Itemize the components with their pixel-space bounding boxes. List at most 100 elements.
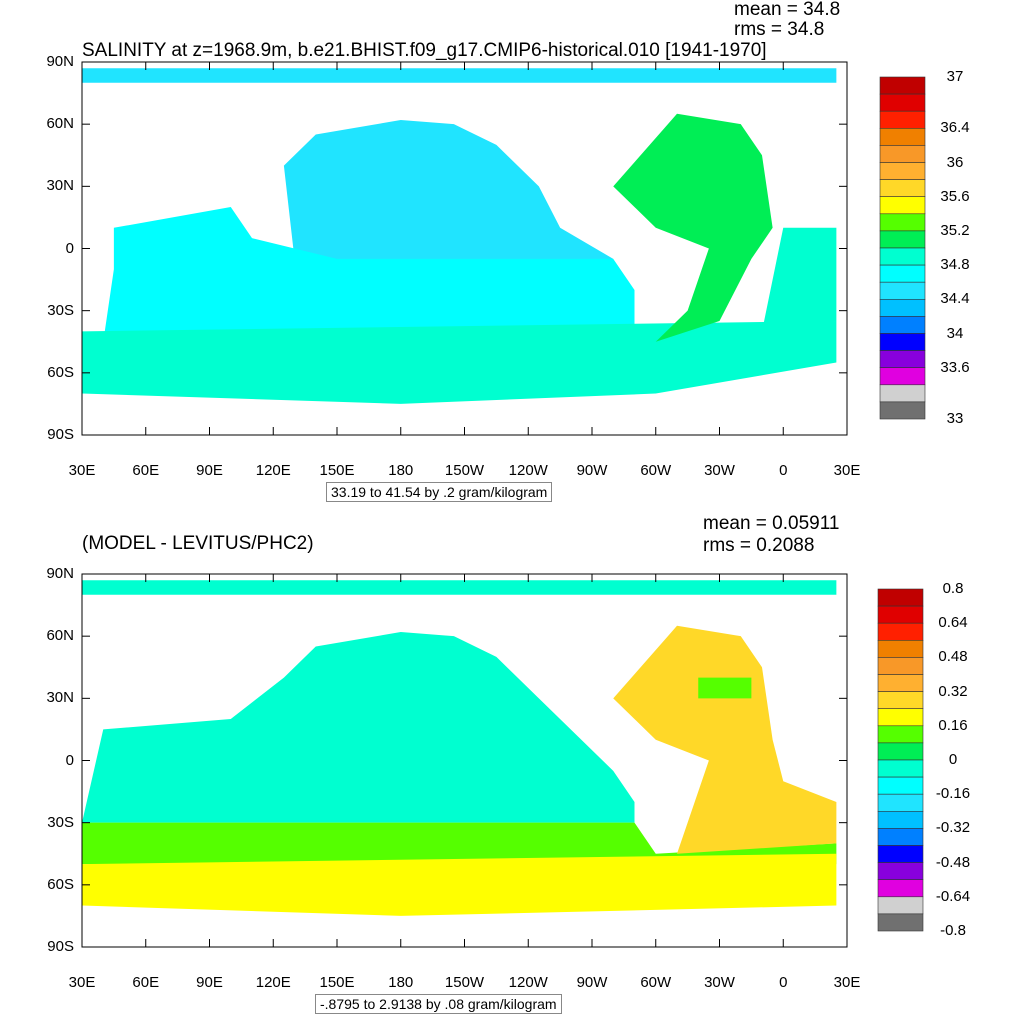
colorbar-label: 0.16 xyxy=(938,716,968,734)
ocean-region xyxy=(762,227,837,332)
ocean-region xyxy=(698,677,752,699)
colorbar-box xyxy=(877,862,924,880)
lon-label: 180 xyxy=(388,462,414,479)
colorbar-box xyxy=(877,691,924,709)
colorbar-label: 0 xyxy=(948,751,958,768)
lat-label: 90S xyxy=(47,938,74,955)
colorbar-box xyxy=(879,230,926,249)
colorbar-box xyxy=(877,759,924,778)
lon-label: 60W xyxy=(640,974,672,991)
lat-label: 90N xyxy=(46,53,74,70)
colorbar-label: 36.4 xyxy=(940,119,970,137)
ocean-region xyxy=(613,113,773,342)
lat-label: 30S xyxy=(47,301,74,319)
lon-label: 150W xyxy=(444,462,485,479)
lat-label: 60S xyxy=(47,875,74,893)
lat-label: 90S xyxy=(47,426,74,443)
colorbar-box xyxy=(877,622,924,641)
colorbar-box xyxy=(879,316,926,334)
lon-label: 60E xyxy=(132,462,160,479)
colorbar-label: -0.32 xyxy=(935,819,971,837)
colorbar-label: 33 xyxy=(946,410,964,427)
colorbar-box xyxy=(877,845,924,863)
colorbar-label: 35.6 xyxy=(940,187,970,205)
mean-value: mean = 34.8 xyxy=(734,0,841,20)
lat-label: 60N xyxy=(46,115,74,133)
lat-label: 90N xyxy=(46,565,74,582)
colorbar-label: -0.8 xyxy=(940,922,966,939)
colorbar-box xyxy=(879,76,926,95)
lat-label: 0 xyxy=(65,751,74,769)
colorbar-box xyxy=(877,793,924,812)
colorbar-box xyxy=(879,401,926,420)
colorbar-box xyxy=(877,742,924,761)
lon-label: 60W xyxy=(640,462,672,479)
colorbar-label: 34.8 xyxy=(940,256,970,274)
colorbar-box xyxy=(877,639,924,658)
lon-label: 0 xyxy=(779,462,788,479)
lat-label: 30N xyxy=(46,177,74,195)
lon-label: 120E xyxy=(255,462,291,479)
lon-label: 30E xyxy=(833,974,861,991)
colorbar-label: 34.4 xyxy=(940,290,970,308)
colorbar-label: 35.2 xyxy=(940,221,970,239)
lon-label: 30W xyxy=(704,974,735,991)
colorbar-box xyxy=(879,162,926,180)
lon-label: 90W xyxy=(576,462,608,479)
colorbar-label: 34 xyxy=(946,324,964,342)
colorbar-box xyxy=(877,605,924,624)
colorbar-box xyxy=(879,298,926,317)
colorbar-label: 0.64 xyxy=(938,614,968,632)
ocean-region xyxy=(82,68,837,83)
colorbar-box xyxy=(879,128,926,146)
lat-label: 0 xyxy=(65,239,74,257)
lon-label: 30E xyxy=(833,462,861,479)
plot-title: (MODEL - LEVITUS/PHC2) xyxy=(82,533,314,554)
lon-label: 150W xyxy=(444,974,485,991)
colorbar-box xyxy=(879,264,926,283)
lon-label: 30E xyxy=(68,462,96,479)
colorbar-box xyxy=(879,350,926,369)
colorbar-box xyxy=(879,213,926,232)
colorbar-label: 0.8 xyxy=(942,580,964,597)
colorbar-box xyxy=(877,810,924,829)
colorbar-label: -0.48 xyxy=(935,853,971,871)
colorbar-box xyxy=(879,110,926,129)
colorbar-box xyxy=(877,725,924,744)
colorbar-box xyxy=(877,657,924,675)
lon-label: 90E xyxy=(196,462,223,479)
colorbar-label: 36 xyxy=(946,153,964,171)
lon-label: 60E xyxy=(132,974,160,991)
colorbar-box xyxy=(877,588,924,607)
plot-title: SALINITY at z=1968.9m, b.e21.BHIST.f09_g… xyxy=(82,40,767,61)
colorbar-box xyxy=(877,896,924,915)
ocean-region xyxy=(283,120,614,270)
colorbar-label: -0.64 xyxy=(935,887,971,905)
colorbar-box xyxy=(879,179,926,198)
colorbar-label: 0.32 xyxy=(938,682,968,700)
rms-value: rms = 34.8 xyxy=(734,19,825,40)
ocean-region xyxy=(103,207,635,342)
colorbar-box xyxy=(879,93,926,112)
colorbar-box xyxy=(879,247,926,266)
contour-range-label: -.8795 to 2.9138 by .08 gram/kilogram xyxy=(315,994,562,1014)
ocean-region xyxy=(82,321,837,404)
contour-range-label: 33.19 to 41.54 by .2 gram/kilogram xyxy=(326,482,553,502)
lon-label: 150E xyxy=(319,974,355,991)
lon-label: 180 xyxy=(388,974,414,991)
colorbar-box xyxy=(879,333,926,351)
rms-value: rms = 0.2088 xyxy=(703,535,815,556)
colorbar-label: 0.48 xyxy=(938,648,968,666)
ocean-region xyxy=(82,853,837,916)
ocean-region xyxy=(82,822,837,865)
ocean-region xyxy=(82,580,837,595)
lon-label: 30E xyxy=(68,974,96,991)
colorbar-box xyxy=(879,281,926,300)
lat-label: 60N xyxy=(46,627,74,645)
colorbar-box xyxy=(879,196,926,215)
ocean-region xyxy=(82,632,635,823)
colorbar-box xyxy=(877,708,924,727)
ocean-region xyxy=(613,625,837,854)
colorbar-box xyxy=(879,367,926,386)
colorbar-label: 33.6 xyxy=(940,358,970,376)
